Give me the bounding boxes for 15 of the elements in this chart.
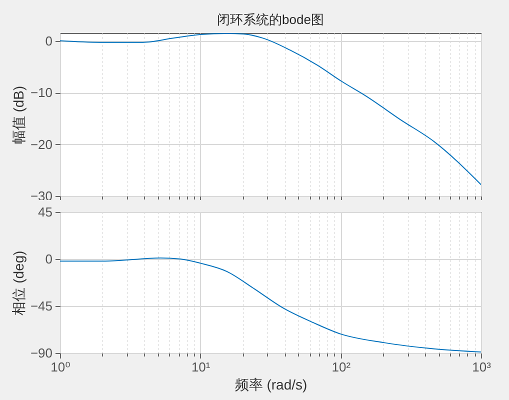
y-tick-label: 45 xyxy=(38,204,52,220)
y-tick-label: 0 xyxy=(45,33,52,48)
y-axis-title: 相位 (deg) xyxy=(10,250,26,316)
y-tick-label: −45 xyxy=(30,298,52,314)
x-tick-label: 10¹ xyxy=(191,360,211,374)
chart-title: 闭环系统的bode图 xyxy=(217,12,324,27)
y-axis-title: 幅值 (dB) xyxy=(10,86,26,144)
y-tick-label: −20 xyxy=(30,136,52,152)
y-tick-label: −90 xyxy=(30,346,52,360)
y-tick-label: −10 xyxy=(30,85,52,100)
x-tick-label: 10² xyxy=(332,360,352,374)
x-axis-title: 频率 (rad/s) xyxy=(234,376,308,392)
y-tick-label: 0 xyxy=(45,252,52,266)
x-tick-label: 10³ xyxy=(472,360,492,374)
x-tick-label: 10⁰ xyxy=(50,360,70,374)
